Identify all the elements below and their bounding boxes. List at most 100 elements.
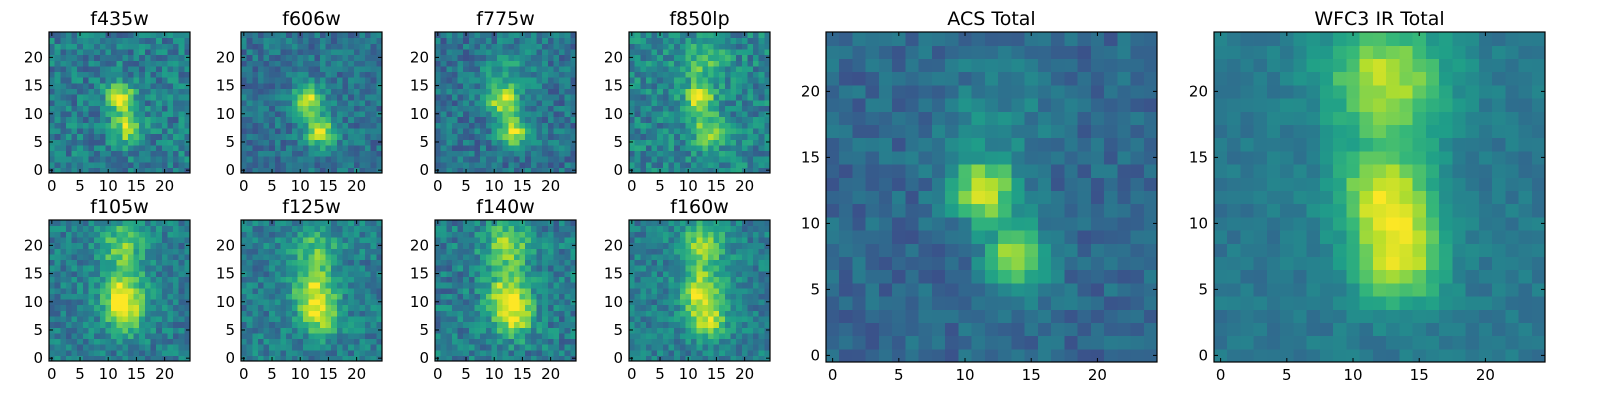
heatmap-cell	[71, 231, 78, 238]
heatmap-cell	[144, 48, 152, 56]
heatmap-cell	[651, 94, 658, 101]
heatmap-cell	[65, 43, 73, 50]
heatmap-cell	[570, 71, 577, 78]
heatmap-cell	[150, 355, 157, 362]
heatmap-cell	[702, 99, 709, 106]
heatmap-cell	[319, 293, 327, 300]
heatmap-cell	[167, 110, 174, 118]
heatmap-cell	[376, 150, 383, 157]
heatmap-cell	[365, 276, 372, 283]
heatmap-cell	[468, 231, 476, 238]
heatmap-cell	[348, 65, 355, 73]
heatmap-cell	[88, 293, 95, 300]
heatmap-cell	[491, 65, 498, 73]
heatmap-cell	[497, 54, 504, 61]
heatmap-cell	[286, 259, 293, 266]
heatmap-cell	[178, 344, 185, 351]
heatmap-cell	[99, 338, 106, 345]
heatmap-cell	[184, 65, 191, 73]
heatmap-cell	[359, 276, 366, 283]
heatmap-cell	[525, 349, 532, 356]
heatmap-cell	[685, 156, 692, 163]
heatmap-cell	[252, 99, 259, 106]
heatmap-cell	[263, 60, 270, 67]
heatmap-cell	[764, 287, 771, 294]
heatmap-cell	[133, 327, 140, 334]
heatmap-cell	[139, 77, 146, 84]
heatmap-cell	[553, 167, 560, 174]
heatmap-cell	[167, 150, 174, 157]
heatmap-cell	[111, 43, 118, 50]
heatmap-cell	[139, 327, 146, 334]
heatmap-cell	[314, 71, 321, 78]
heatmap-cell	[525, 43, 532, 50]
heatmap-cell	[286, 122, 293, 129]
heatmap-cell	[54, 332, 61, 340]
heatmap-cell	[696, 315, 703, 323]
heatmap-cell	[629, 332, 636, 340]
heatmap-cell	[485, 116, 492, 123]
heatmap-cell	[497, 321, 504, 328]
heatmap-cell	[730, 116, 737, 123]
heatmap-cell	[657, 127, 664, 135]
heatmap-cell	[359, 88, 366, 95]
heatmap-cell	[559, 32, 566, 39]
heatmap-cell	[508, 161, 515, 168]
heatmap-cell	[54, 127, 61, 135]
heatmap-cell	[629, 282, 636, 289]
x-tick-label: 5	[461, 365, 471, 383]
heatmap-cell	[336, 54, 344, 61]
heatmap-cell	[178, 105, 185, 112]
heatmap-cell	[645, 310, 653, 317]
heatmap-cell	[451, 276, 459, 283]
heatmap-cell	[49, 133, 56, 140]
heatmap-cell	[133, 315, 140, 323]
heatmap-cell	[525, 315, 532, 323]
heatmap-cell	[525, 37, 532, 44]
heatmap-cell	[513, 65, 521, 73]
heatmap-cell	[491, 298, 498, 306]
heatmap-cell	[111, 82, 118, 89]
heatmap-cell	[94, 71, 101, 78]
heatmap-cell	[348, 54, 355, 61]
heatmap-cell	[94, 167, 101, 174]
heatmap-cell	[525, 282, 532, 289]
heatmap-cell	[99, 116, 106, 123]
heatmap-cell	[184, 77, 191, 84]
heatmap-cell	[286, 88, 293, 95]
heatmap-cell	[280, 248, 287, 255]
heatmap-cell	[758, 139, 765, 146]
heatmap-cell	[696, 150, 703, 157]
axes-frame	[434, 31, 577, 174]
heatmap-cell	[446, 298, 453, 306]
heatmap-cell	[570, 43, 577, 50]
heatmap-cell	[71, 71, 78, 78]
heatmap-cell	[331, 344, 338, 351]
heatmap-cell	[156, 65, 163, 73]
heatmap-cell	[519, 298, 526, 306]
heatmap-cell	[564, 282, 571, 289]
heatmap-cell	[446, 253, 453, 261]
heatmap-cell	[629, 276, 636, 283]
heatmap-cell	[167, 105, 174, 112]
heatmap-cell	[685, 344, 692, 351]
heatmap-cell	[645, 88, 653, 95]
heatmap-cell	[94, 144, 101, 152]
heatmap-cell	[319, 133, 327, 140]
heatmap-cell	[178, 77, 185, 84]
heatmap-cell	[122, 220, 129, 227]
heatmap-cell	[713, 65, 720, 73]
heatmap-cell	[513, 122, 521, 129]
heatmap-cell	[111, 167, 118, 174]
heatmap-cell	[139, 287, 146, 294]
heatmap-cell	[325, 156, 332, 163]
heatmap-cell	[314, 231, 321, 238]
heatmap-cell	[269, 236, 276, 244]
heatmap-cell	[370, 315, 377, 323]
heatmap-cell	[651, 156, 658, 163]
heatmap-cell	[497, 82, 504, 89]
heatmap-cell	[348, 276, 355, 283]
heatmap-cell	[331, 150, 338, 157]
heatmap-cell	[634, 105, 641, 112]
